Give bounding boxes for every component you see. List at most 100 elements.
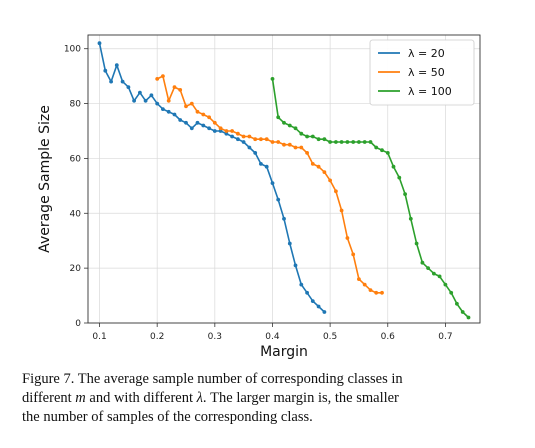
data-point [224, 129, 229, 133]
x-tick-label: 0.6 [381, 332, 396, 342]
caption-symbol-m: m [75, 390, 86, 406]
data-point [334, 189, 338, 194]
data-point [218, 126, 223, 131]
data-point [345, 236, 350, 240]
data-point [270, 140, 275, 144]
data-point [414, 241, 419, 246]
legend-item: λ = 50 [378, 66, 445, 79]
data-point [276, 140, 281, 144]
data-point [189, 101, 194, 106]
data-point [178, 88, 183, 92]
data-point [362, 140, 367, 144]
data-point [293, 126, 298, 131]
data-point [212, 129, 217, 133]
series-line [271, 78, 470, 319]
data-point [161, 74, 165, 78]
data-point [207, 126, 212, 131]
data-point [195, 109, 200, 114]
data-point [201, 123, 206, 128]
y-tick-label: 0 [75, 319, 81, 329]
caption-symbol-lambda: λ [196, 390, 203, 406]
data-point [97, 41, 102, 46]
data-point [253, 151, 258, 155]
caption-text: . The larger margin is, the smaller [202, 390, 399, 406]
y-axis-label: Average Sample Size [37, 105, 53, 253]
data-point [259, 162, 263, 166]
legend: λ = 20 λ = 50 λ = 100 [369, 39, 475, 106]
data-point [212, 120, 217, 125]
x-axis-ticks: 0.1 0.2 0.3 0.4 0.5 0.6 0.7 [92, 323, 453, 342]
data-point [230, 129, 235, 133]
data-point [172, 112, 177, 117]
data-point [282, 120, 286, 125]
data-point [126, 85, 131, 89]
series-1 [97, 41, 327, 314]
data-point [276, 115, 281, 120]
x-tick-label: 0.7 [438, 332, 452, 342]
data-point [460, 310, 465, 314]
y-tick-label: 100 [64, 45, 81, 55]
data-point [282, 142, 286, 147]
data-point [299, 145, 304, 150]
data-point [253, 137, 258, 142]
data-point [184, 104, 188, 109]
legend-label: λ = 20 [408, 47, 445, 60]
data-point [241, 140, 246, 144]
data-point [351, 252, 356, 257]
data-point [287, 123, 292, 128]
data-point [270, 181, 275, 186]
data-point [449, 290, 454, 295]
data-point [224, 131, 229, 136]
data-point [362, 282, 367, 287]
data-point [166, 98, 171, 103]
data-point [114, 63, 119, 68]
data-point [293, 263, 298, 268]
data-point [305, 134, 309, 139]
data-point [305, 151, 309, 155]
legend-label: λ = 50 [408, 66, 445, 79]
data-point [264, 164, 269, 169]
x-tick-label: 0.3 [208, 332, 222, 342]
data-point [241, 134, 246, 139]
data-point [172, 85, 177, 89]
data-point [103, 68, 108, 73]
data-point [299, 131, 304, 136]
y-tick-label: 40 [70, 209, 82, 219]
y-tick-label: 80 [70, 100, 82, 110]
data-point [380, 148, 384, 153]
data-point [287, 142, 292, 147]
y-axis-ticks: 0 20 40 60 80 100 [64, 45, 88, 329]
data-point [403, 192, 407, 197]
data-point [155, 101, 160, 106]
data-point [432, 271, 436, 276]
data-point [276, 197, 281, 202]
data-point [374, 145, 379, 150]
data-point [178, 118, 183, 122]
data-point [397, 175, 402, 180]
data-point [334, 140, 338, 144]
data-point [293, 145, 298, 150]
data-point [264, 137, 269, 142]
data-point [201, 112, 206, 117]
data-point [155, 77, 160, 81]
data-point [132, 98, 137, 103]
data-point [368, 288, 373, 292]
data-point [322, 170, 327, 175]
data-point [287, 241, 292, 246]
caption-line-1: Figure 7. The average sample number of c… [22, 371, 403, 387]
caption-line-2: different m and with different λ. The la… [22, 389, 518, 408]
data-point [322, 137, 327, 142]
data-point [161, 107, 165, 111]
data-point [236, 137, 240, 142]
data-point [408, 216, 413, 221]
data-point [455, 301, 459, 306]
data-point [339, 140, 344, 144]
data-point [328, 140, 332, 144]
caption-text: and with different [85, 390, 197, 406]
data-point [184, 120, 188, 125]
data-point [247, 134, 252, 139]
data-point [351, 140, 356, 144]
legend-item: λ = 20 [378, 47, 445, 60]
data-point [391, 164, 396, 169]
data-point [230, 134, 235, 139]
